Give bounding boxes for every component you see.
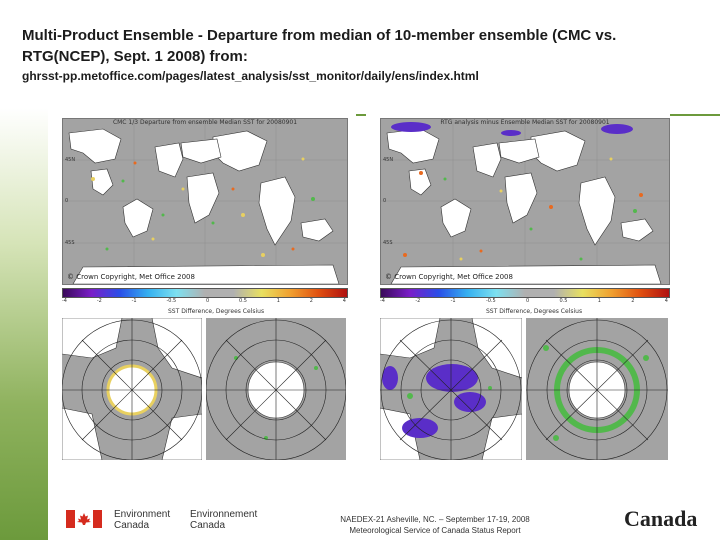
cmc-antarctic-map [206, 318, 346, 460]
colorbar-ticks: -4 -2 -1 -0.5 0 0.5 1 2 4 [62, 298, 346, 304]
conference-line: NAEDEX-21 Asheville, NC. – September 17-… [340, 515, 530, 524]
source-url: ghrsst-pp.metoffice.com/pages/latest_ana… [22, 69, 479, 83]
global-map-graphic [63, 119, 347, 284]
slide-title: Multi-Product Ensemble - Departure from … [22, 27, 617, 65]
colorbar-tick: 0.5 [559, 298, 568, 304]
colorbar-tick: -2 [96, 298, 102, 304]
colorbar-tick: -1 [450, 298, 456, 304]
colorbar-tick: 1 [276, 298, 280, 304]
canada-flag-icon [66, 510, 102, 528]
colorbar-tick: -0.5 [485, 298, 496, 304]
department-name-french: Environnement Canada [190, 509, 257, 531]
divider-rule [356, 114, 366, 116]
colorbar-tick: 4 [342, 298, 346, 304]
map-caption: RTG analysis minus Ensemble Median SST f… [440, 119, 610, 126]
colorbar-label: SST Difference, Degrees Celsius [486, 308, 583, 315]
colorbar-tick: 4 [664, 298, 668, 304]
colorbar-tick: 1 [597, 298, 601, 304]
divider-rule [670, 114, 720, 116]
colorbar-ticks: -4 -2 -1 -0.5 0 0.5 1 2 4 [380, 298, 668, 304]
colorbar-label: SST Difference, Degrees Celsius [168, 308, 265, 315]
dept-en-line: Environment [114, 509, 171, 520]
lat-label: 0 [383, 198, 387, 204]
department-name-english: Environment Canada [114, 509, 170, 531]
rtg-arctic-map [380, 318, 522, 460]
colorbar-tick: -4 [62, 298, 67, 304]
copyright-notice: © Crown Copyright, Met Office 2008 [67, 273, 195, 281]
cmc-global-map: CMC 1/3 Departure from ensemble Median S… [62, 118, 348, 285]
lat-label: 45N [65, 157, 76, 163]
colorbar-tick: 2 [631, 298, 635, 304]
lat-label: 45S [383, 240, 393, 246]
colorbar-tick: 0 [526, 298, 530, 304]
colorbar-tick: -1 [131, 298, 137, 304]
lat-label: 45N [383, 157, 394, 163]
dept-fr-line: Canada [190, 520, 226, 531]
colorbar [62, 288, 348, 298]
dept-fr-line: Environnement [190, 509, 258, 520]
map-caption: CMC 1/3 Departure from ensemble Median S… [112, 119, 298, 126]
rtg-panel: RTG analysis minus Ensemble Median SST f… [368, 112, 670, 460]
global-map-graphic [381, 119, 669, 284]
footer-citation: NAEDEX-21 Asheville, NC. – September 17-… [290, 514, 580, 536]
canada-wordmark: Canada [624, 506, 698, 531]
rtg-antarctic-map [526, 318, 668, 460]
copyright-notice: © Crown Copyright, Met Office 2008 [385, 273, 513, 281]
colorbar-tick: -4 [380, 298, 385, 304]
dept-en-line: Canada [114, 520, 150, 531]
colorbar-tick: 0 [206, 298, 210, 304]
rtg-global-map: RTG analysis minus Ensemble Median SST f… [380, 118, 670, 285]
colorbar-tick: -2 [415, 298, 421, 304]
sst-figure: CMC 1/3 Departure from ensemble Median S… [48, 112, 718, 460]
colorbar [380, 288, 670, 298]
lat-label: 0 [65, 198, 69, 204]
decorative-side-bar [0, 0, 48, 540]
colorbar-tick: 0.5 [239, 298, 247, 304]
report-line: Meteorological Service of Canada Status … [349, 526, 521, 535]
cmc-panel: CMC 1/3 Departure from ensemble Median S… [48, 112, 348, 460]
lat-label: 45S [65, 240, 75, 246]
cmc-arctic-map [62, 318, 202, 460]
colorbar-tick: -0.5 [166, 298, 177, 304]
colorbar-tick: 2 [309, 298, 313, 304]
